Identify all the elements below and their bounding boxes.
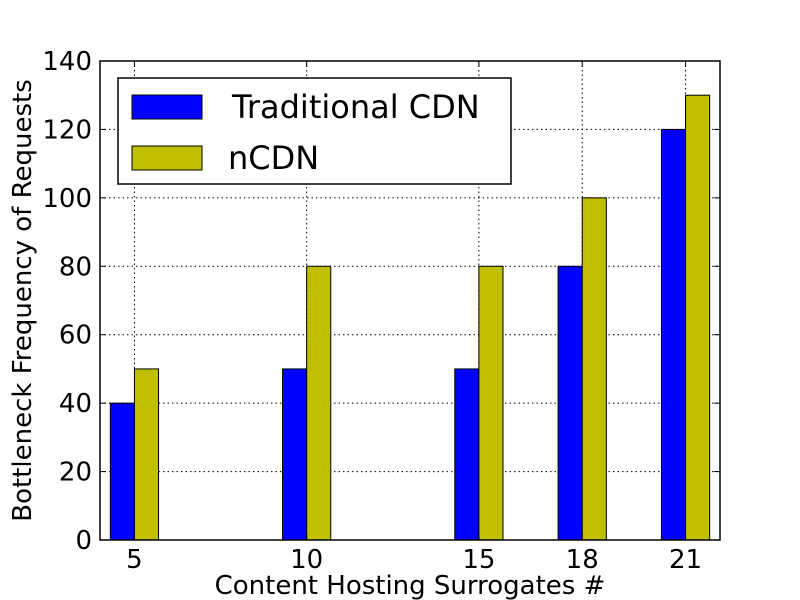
bar-ncdn xyxy=(581,197,607,541)
legend-label: Traditional CDN xyxy=(231,88,480,126)
ticks xyxy=(100,60,720,541)
bar-ncdn xyxy=(685,94,711,541)
y-tick-label: 140 xyxy=(42,47,92,77)
y-tick-label: 60 xyxy=(59,321,92,351)
x-tick-label: 5 xyxy=(126,545,143,575)
bar-traditional-cdn xyxy=(660,128,687,541)
legend-swatch xyxy=(131,145,203,171)
bars xyxy=(109,94,711,541)
y-tick-label: 100 xyxy=(42,184,92,214)
bar-ncdn xyxy=(478,265,504,541)
y-tick-labels: 0 20 40 60 80 100 120 140 xyxy=(42,47,92,556)
y-tick-label: 40 xyxy=(59,389,92,419)
x-tick-label: 10 xyxy=(290,545,323,575)
bar-traditional-cdn xyxy=(454,368,480,541)
bar-ncdn xyxy=(306,265,332,541)
bar-traditional-cdn xyxy=(557,265,583,541)
plot-frame xyxy=(99,60,721,541)
x-axis-label: Content Hosting Surrogates # xyxy=(215,571,606,600)
y-tick-label: 0 xyxy=(75,526,92,556)
legend: Traditional CDN nCDN xyxy=(117,77,512,185)
bar-traditional-cdn xyxy=(109,402,135,541)
bar-traditional-cdn xyxy=(282,368,308,541)
x-tick-label: 21 xyxy=(669,545,702,575)
x-tick-labels: 5 10 15 18 21 xyxy=(126,545,702,575)
y-axis-label: Bottleneck Frequency of Requests xyxy=(8,79,38,522)
legend-label: nCDN xyxy=(228,139,319,177)
legend-swatch xyxy=(131,94,203,120)
y-tick-label: 20 xyxy=(59,458,92,488)
bar-ncdn xyxy=(133,368,160,541)
y-tick-label: 80 xyxy=(59,252,92,282)
x-tick-label: 18 xyxy=(566,545,599,575)
y-tick-label: 120 xyxy=(42,115,92,145)
x-tick-label: 15 xyxy=(462,545,495,575)
